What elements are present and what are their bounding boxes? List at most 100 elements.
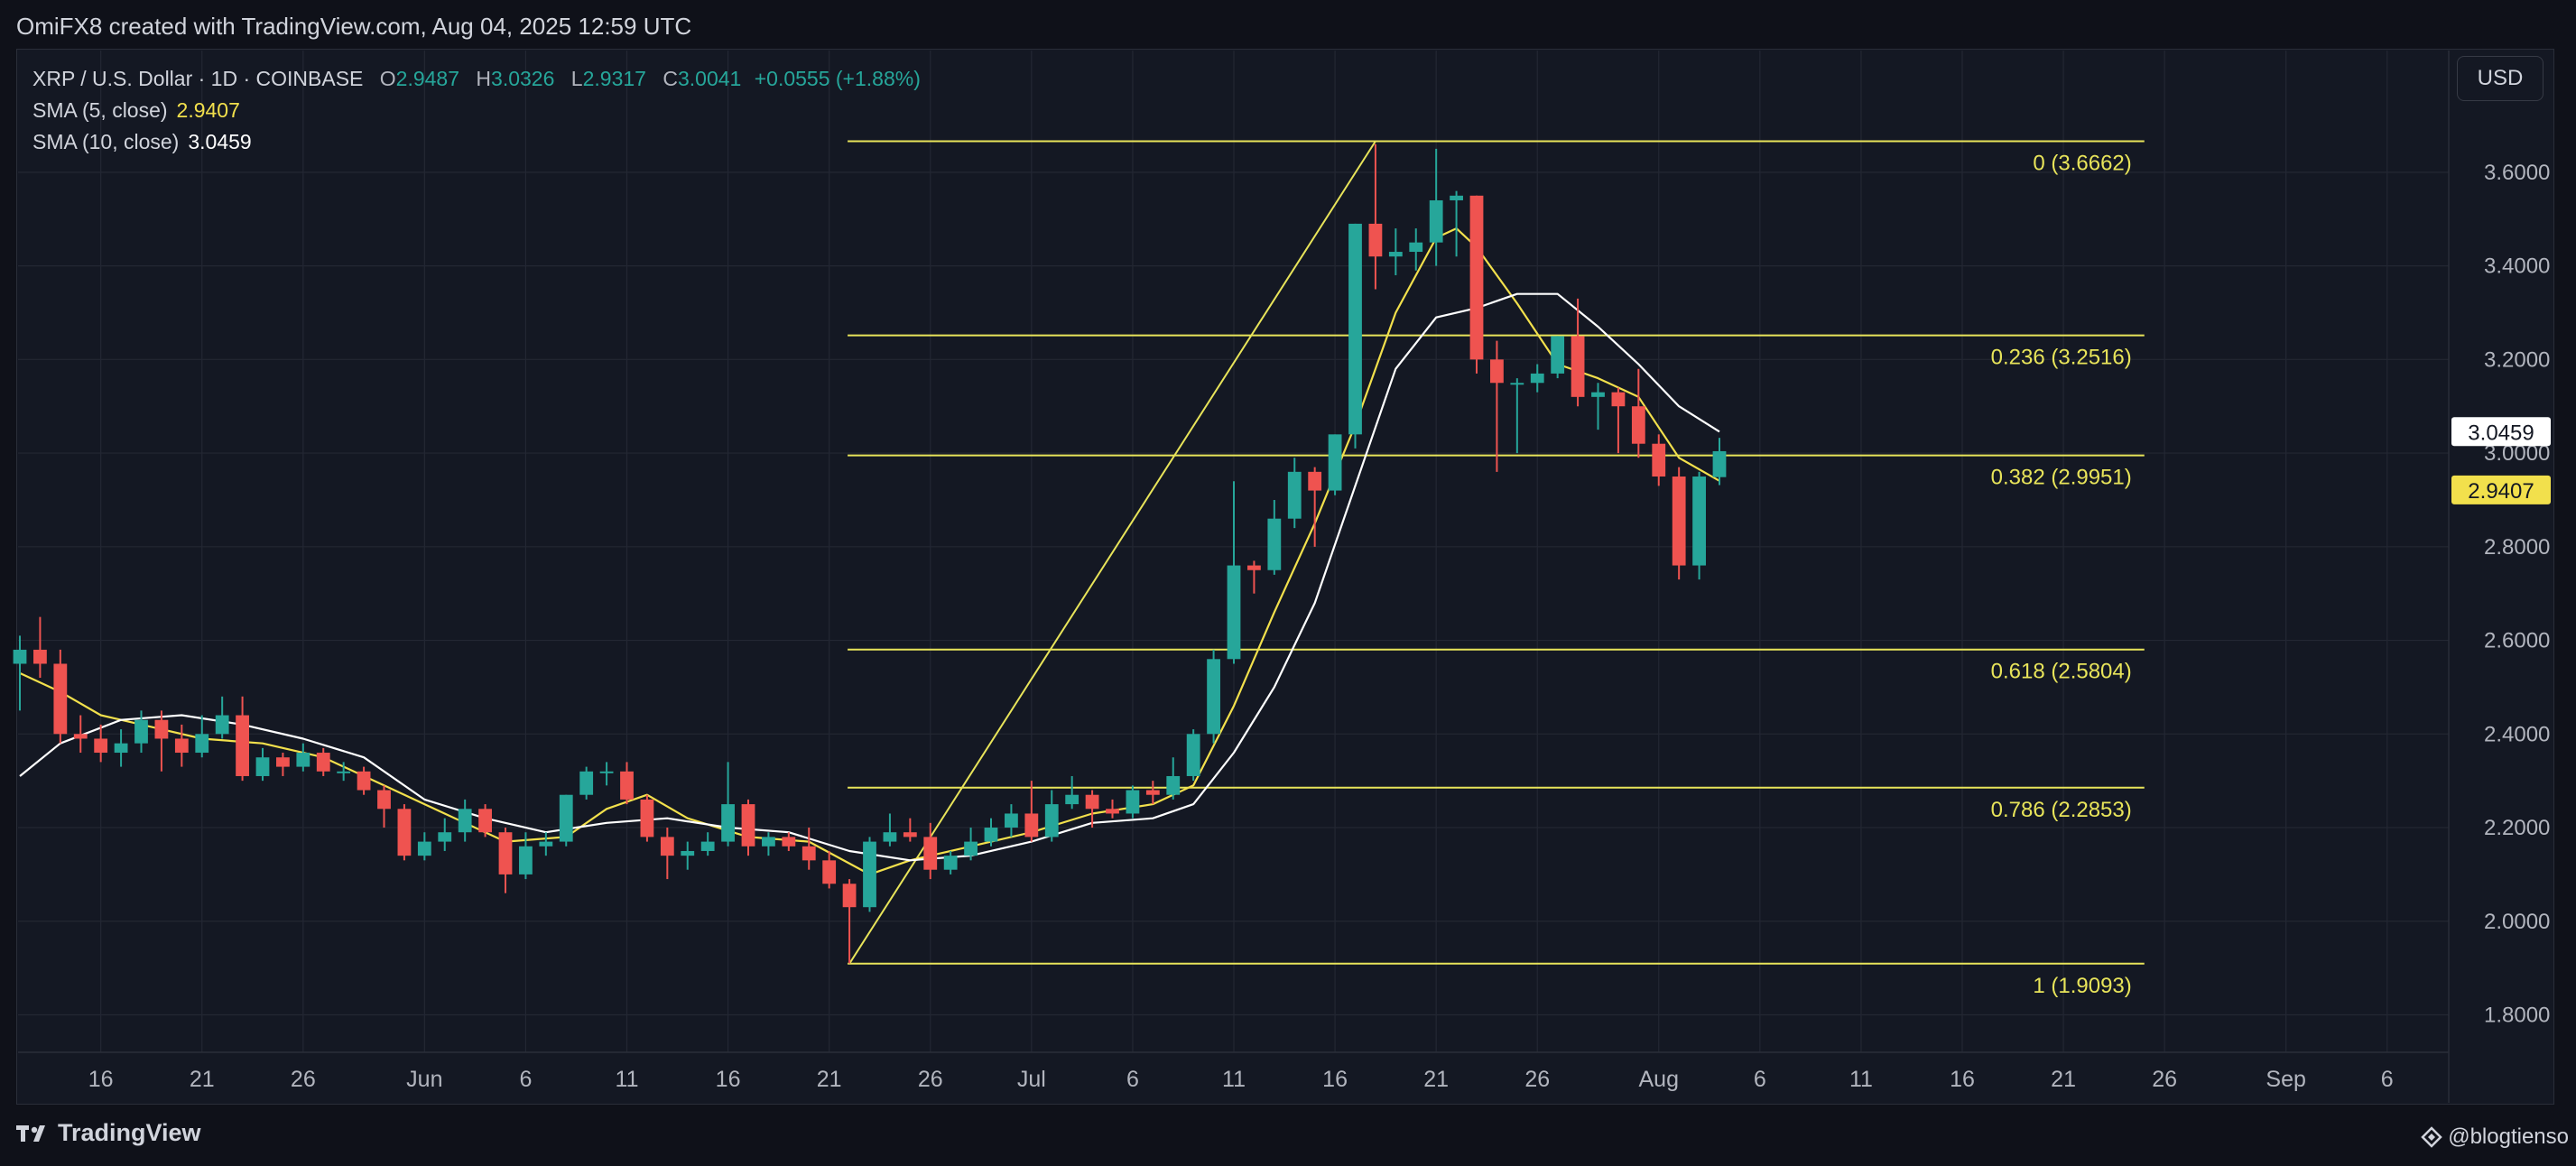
candle-body (1166, 775, 1181, 795)
x-tick-label: Jul (1017, 1067, 1046, 1092)
x-tick-label: 16 (716, 1067, 741, 1092)
high-value: 3.0326 (491, 67, 555, 90)
candle-body (276, 757, 290, 767)
candle-body (599, 771, 614, 773)
candle-body (255, 757, 270, 776)
brand-name: TradingView (58, 1119, 201, 1146)
candle-body (1510, 383, 1524, 385)
candle-body (1611, 392, 1626, 407)
candle-body (883, 832, 897, 842)
candle-body (13, 649, 27, 664)
fib-level-label: 0.236 (3.2516) (1991, 346, 2132, 370)
y-tick-label: 2.4000 (2484, 722, 2550, 746)
candle-body (721, 804, 735, 842)
candle-body (1530, 373, 1544, 384)
x-tick-label: 11 (616, 1067, 639, 1092)
candle-body (802, 846, 816, 861)
candle-body (700, 841, 715, 851)
candle-body (1044, 804, 1059, 837)
x-tick-label: 6 (1754, 1067, 1766, 1092)
candle-body (1450, 195, 1463, 200)
sma5-line (19, 227, 1720, 876)
candle-body (660, 837, 674, 856)
candle-body (1348, 223, 1362, 435)
close-label: C (663, 67, 678, 90)
candle-body (1712, 450, 1727, 477)
candle-body (762, 837, 775, 847)
x-tick-label: 16 (1322, 1067, 1348, 1092)
candle-body (519, 846, 533, 874)
x-tick-label: 16 (88, 1067, 114, 1092)
diamond-logo-icon (2421, 1126, 2442, 1148)
candle-body (923, 837, 938, 870)
sma5-row[interactable]: SMA (5, close) 2.9407 (32, 95, 921, 126)
author-credit: @blogtienso (2421, 1124, 2569, 1150)
candle-body (114, 743, 128, 754)
close-value: 3.0041 (677, 67, 742, 90)
price-label-box (2451, 417, 2551, 447)
candle-body (1287, 471, 1302, 519)
y-tick-label: 2.6000 (2484, 629, 2550, 653)
candle-body (903, 832, 917, 837)
chart-legend: XRP / U.S. Dollar · 1D · COINBASE O2.948… (32, 63, 921, 158)
candle-body (1085, 794, 1099, 810)
fib-level-label: 0.618 (2.5804) (1991, 660, 2132, 684)
x-tick-label: Aug (1639, 1067, 1679, 1092)
candle-body (1692, 477, 1706, 566)
candle-body (498, 832, 513, 874)
candle-body (1490, 359, 1504, 384)
y-tick-label: 3.6000 (2484, 161, 2550, 185)
candle-body (1227, 565, 1241, 660)
x-tick-label: Sep (2266, 1067, 2305, 1092)
x-tick-label: 11 (1222, 1067, 1246, 1092)
candle-body (842, 884, 857, 908)
candle-body (53, 663, 68, 735)
candle-body (236, 715, 249, 776)
ohlc-row: XRP / U.S. Dollar · 1D · COINBASE O2.948… (32, 63, 921, 95)
symbol-label[interactable]: XRP / U.S. Dollar · 1D · COINBASE (32, 67, 364, 90)
x-tick-label: 21 (1423, 1067, 1449, 1092)
candle-body (296, 753, 310, 767)
fib-level-label: 0.382 (2.9951) (1991, 466, 2132, 490)
candle-body (1106, 809, 1119, 814)
chart-frame[interactable] (16, 49, 2554, 1105)
price-label-box (2451, 475, 2551, 504)
currency-button[interactable]: USD (2457, 56, 2544, 101)
candle-body (1469, 195, 1484, 360)
candle-body (417, 841, 431, 856)
candle-body (681, 850, 695, 856)
candle-body (1551, 336, 1565, 374)
candle-body (478, 809, 492, 833)
candle-body (863, 841, 876, 908)
x-tick-label: 16 (1950, 1067, 1975, 1092)
x-tick-label: 26 (918, 1067, 943, 1092)
y-tick-label: 3.2000 (2484, 347, 2550, 372)
candle-body (1652, 443, 1666, 477)
low-value: 2.9317 (582, 67, 646, 90)
candle-body (195, 734, 209, 754)
candle-body (984, 828, 998, 842)
candle-body (1247, 565, 1261, 570)
candle-body (1005, 813, 1018, 828)
x-tick-label: 6 (1126, 1067, 1139, 1092)
author-name: @blogtienso (2448, 1124, 2569, 1149)
sma10-row[interactable]: SMA (10, close) 3.0459 (32, 126, 921, 158)
candle-body (822, 860, 837, 884)
open-value: 2.9487 (395, 67, 460, 90)
candle-body (337, 771, 351, 773)
candle-body (1388, 252, 1403, 257)
fib-level-label: 0.786 (2.2853) (1991, 798, 2132, 822)
x-tick-label: 21 (2051, 1067, 2076, 1092)
change-value: +0.0555 (+1.88%) (754, 67, 921, 90)
y-tick-label: 2.8000 (2484, 535, 2550, 560)
y-tick-label: 2.0000 (2484, 910, 2550, 934)
price-label-text: 2.9407 (2468, 479, 2534, 504)
attribution-text: OmiFX8 created with TradingView.com, Aug… (16, 13, 692, 40)
price-label-text: 3.0459 (2468, 421, 2534, 445)
tradingview-brand[interactable]: TradingView (16, 1119, 201, 1147)
candle-body (1429, 199, 1443, 243)
candle-body (1591, 392, 1605, 397)
sma10-name: SMA (10, close) (32, 130, 180, 153)
candle-body (33, 649, 47, 664)
